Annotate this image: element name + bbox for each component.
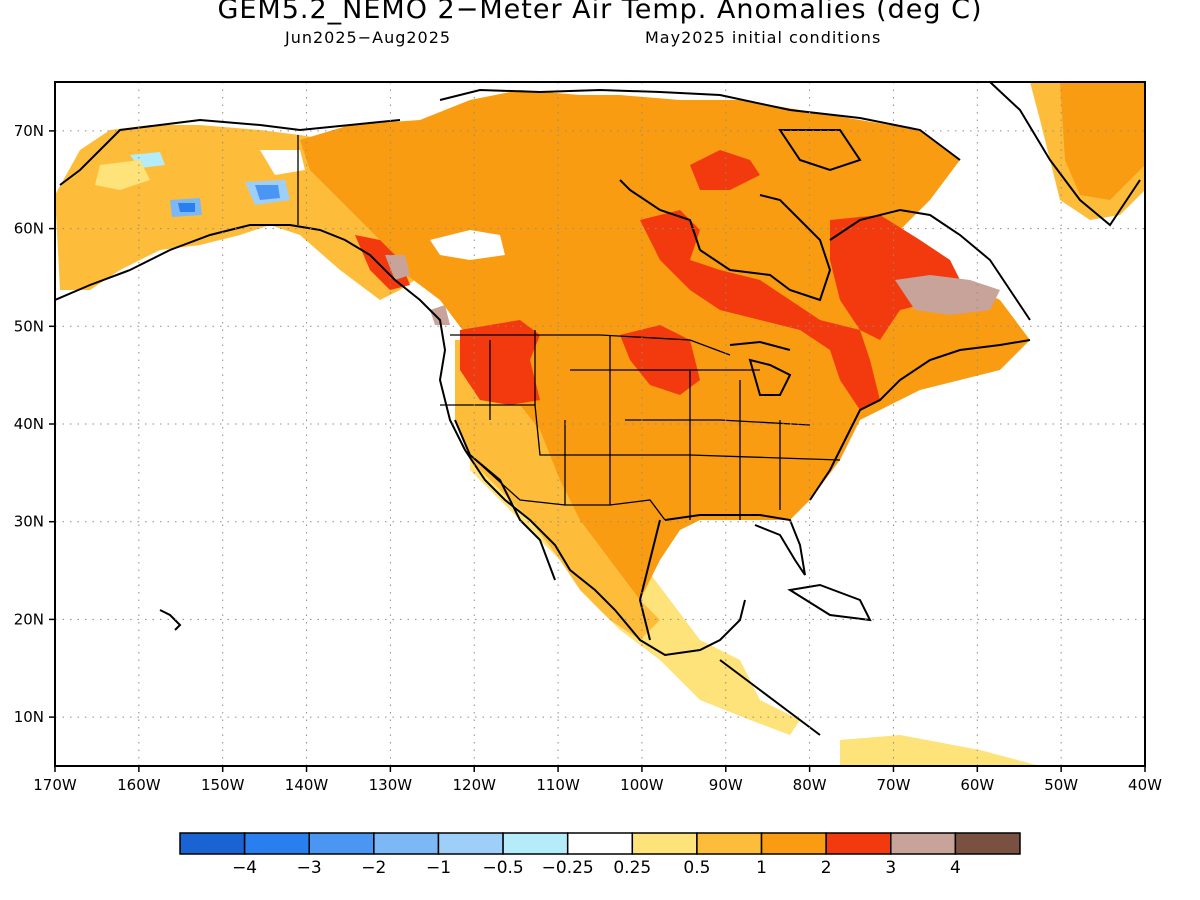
colorbar-swatch: [825, 832, 892, 855]
latitude-labels: 10N 20N 30N 40N 50N 60N 70N: [14, 122, 44, 726]
lon-label: 120W: [452, 776, 496, 794]
lat-label: 70N: [14, 122, 44, 140]
lon-label: 80W: [793, 776, 827, 794]
lon-label: 100W: [620, 776, 664, 794]
colorbar-label: −1: [426, 858, 451, 878]
graticule: [55, 82, 1145, 766]
lon-label: 110W: [536, 776, 580, 794]
lon-label: 50W: [1044, 776, 1078, 794]
lat-label: 30N: [14, 513, 44, 531]
colorbar-swatch: [566, 832, 634, 855]
colorbar-label: 2: [821, 858, 832, 878]
lon-label: 160W: [117, 776, 161, 794]
colorbar-label: −3: [297, 858, 322, 878]
colorbar-labels: −4 −3 −2 −1 −0.5 −0.25 0.25 0.5 1 2 3 4: [232, 858, 961, 878]
forecast-period: Jun2025−Aug2025: [285, 28, 452, 47]
lat-label: 60N: [14, 220, 44, 238]
colorbar-swatch: [954, 832, 1021, 855]
lat-label: 20N: [14, 610, 44, 628]
colorbar-label: 4: [950, 858, 961, 878]
colorbar-label: −4: [232, 858, 257, 878]
lat-label: 10N: [14, 708, 44, 726]
colorbar-label: −0.5: [482, 858, 523, 878]
lon-label: 40W: [1128, 776, 1162, 794]
colorbar-swatch: [760, 832, 827, 855]
colorbar-label: 3: [885, 858, 896, 878]
colorbar: [179, 832, 1021, 855]
political-borders: [297, 135, 841, 521]
colorbar-swatch: [502, 832, 569, 855]
colorbar-swatch: [243, 832, 310, 855]
coastlines: [55, 82, 1141, 736]
lon-label: 70W: [876, 776, 910, 794]
colorbar-label: −2: [361, 858, 386, 878]
lon-label: 60W: [960, 776, 994, 794]
anomaly-shading: [55, 82, 1145, 766]
colorbar-swatch: [696, 832, 763, 855]
colorbar-swatch: [179, 832, 246, 855]
lon-label: 130W: [369, 776, 413, 794]
lat-label: 50N: [14, 317, 44, 335]
colorbar-swatch: [890, 832, 957, 855]
lon-label: 140W: [285, 776, 329, 794]
colorbar-swatch: [631, 832, 698, 855]
longitude-labels: 170W 160W 150W 140W 130W 120W 110W 100W …: [33, 776, 1162, 794]
colorbar-swatch: [373, 832, 440, 855]
lat-label: 40N: [14, 415, 44, 433]
lon-label: 90W: [709, 776, 743, 794]
colorbar-swatch: [308, 832, 375, 855]
axis-ticks: [49, 130, 1146, 772]
initial-conditions: May2025 initial conditions: [645, 28, 882, 47]
lon-label: 150W: [201, 776, 245, 794]
colorbar-label: 0.5: [683, 858, 710, 878]
lon-label: 170W: [33, 776, 77, 794]
colorbar-label: 0.25: [613, 858, 651, 878]
map-title: GEM5.2_NEMO 2−Meter Air Temp. Anomalies …: [217, 0, 983, 25]
colorbar-label: 1: [756, 858, 767, 878]
colorbar-swatch: [437, 832, 504, 855]
colorbar-label: −0.25: [542, 858, 594, 878]
